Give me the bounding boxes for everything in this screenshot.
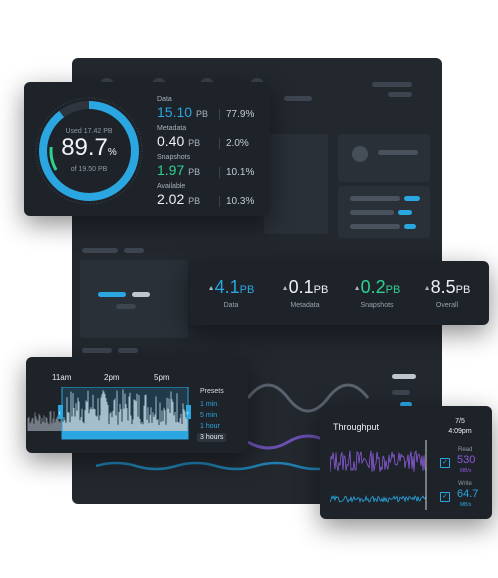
bg-placeholder-bar — [404, 196, 420, 201]
bg-placeholder-bar — [400, 402, 412, 407]
capacity-data: ▲4.1PB Data — [195, 277, 267, 309]
bg-placeholder-bar — [392, 374, 416, 379]
capacity-label: Data — [223, 302, 239, 309]
bg-placeholder-bar — [350, 224, 400, 229]
checkbox-checked-icon[interactable]: ✓ — [440, 492, 450, 502]
bg-placeholder-bar — [98, 292, 126, 297]
write-series — [330, 494, 427, 504]
donut-tick-ring — [35, 97, 143, 205]
bg-placeholder-bar — [132, 292, 150, 297]
legend-snapshots: Snapshots 1.97 PB 10.1% — [157, 154, 265, 178]
time-axis-label: 2pm — [104, 373, 120, 382]
snapshot-arc — [49, 111, 129, 191]
bg-placeholder-bar — [82, 348, 112, 353]
total-label: of 19.50 PB — [70, 166, 108, 173]
usage-donut-chart — [35, 97, 143, 205]
capacity-metadata: ▲0.1PB Metadata — [269, 277, 341, 309]
percent-sign: % — [107, 147, 117, 158]
read-label: Read — [458, 447, 473, 453]
legend-percent: 10.3% — [219, 196, 254, 207]
throughput-chart — [330, 440, 427, 510]
legend-data: Data 15.10 PB 77.9% — [157, 96, 265, 120]
selection-handle-left[interactable] — [58, 405, 63, 419]
time-axis-label: 11am — [52, 373, 72, 382]
bg-placeholder-bar — [372, 82, 412, 87]
bg-card — [264, 134, 328, 234]
timeline-card: 11am 2pm 5pm ‹ › Presets 1 min 5 min 1 h… — [26, 357, 248, 453]
arrow-up-icon: ▲ — [207, 284, 215, 292]
read-unit: MB/s — [460, 468, 472, 474]
timeline-chart: ‹ › — [27, 387, 191, 440]
presets-title: Presets — [200, 388, 224, 395]
bg-placeholder-bar — [350, 196, 400, 201]
legend-label: Snapshots — [157, 154, 191, 161]
preset-1-min[interactable]: 1 min — [200, 401, 218, 408]
preset-1-hour[interactable]: 1 hour — [200, 423, 220, 430]
bg-placeholder-bar — [398, 210, 412, 215]
chevron-right-icon: › — [187, 410, 190, 417]
bg-card — [338, 186, 430, 238]
legend-percent: 2.0% — [219, 138, 249, 149]
bg-card — [80, 260, 188, 338]
used-percent: 89.7% — [54, 135, 124, 166]
checkbox-checked-icon[interactable]: ✓ — [440, 458, 450, 468]
bg-placeholder-bar — [378, 150, 418, 155]
legend-percent: 77.9% — [219, 109, 254, 120]
capacity-label: Overall — [435, 302, 459, 309]
legend-label: Available — [157, 183, 186, 190]
capacity-label: Snapshots — [360, 302, 394, 309]
used-percent-value: 89.7 — [61, 134, 108, 161]
arrow-up-icon: ▲ — [281, 284, 289, 292]
legend-label: Data — [157, 96, 172, 103]
legend-value: 15.10 PB — [157, 104, 208, 120]
legend-label: Metadata — [157, 125, 187, 132]
time-axis-label: 5pm — [154, 373, 170, 382]
bg-placeholder-bar — [392, 390, 410, 395]
bg-placeholder-bar — [118, 348, 138, 353]
timeline-scrollbar[interactable] — [62, 431, 188, 439]
usage-arc — [39, 101, 139, 201]
bg-placeholder-bar — [350, 210, 394, 215]
legend-metadata: Metadata 0.40 PB 2.0% — [157, 125, 265, 149]
legend-value: 2.02 PB — [157, 191, 201, 207]
write-label: Write — [458, 481, 472, 487]
timeline-selection[interactable] — [61, 387, 189, 440]
read-series — [330, 450, 427, 473]
chevron-left-icon: ‹ — [59, 410, 62, 417]
bg-placeholder-bar — [82, 248, 118, 253]
capacity-snapshots: ▲0.2PB Snapshots — [341, 277, 413, 309]
throughput-title: Throughput — [333, 422, 380, 432]
bg-placeholder-bar — [124, 248, 144, 253]
bg-card — [338, 134, 430, 182]
throughput-date: 7/5 — [455, 418, 465, 425]
capacity-overall: ▲8.5PB Overall — [411, 277, 483, 309]
donut-center: Used 17.42 PB 89.7% of 19.50 PB — [54, 128, 124, 173]
legend-available: Available 2.02 PB 10.3% — [157, 183, 265, 207]
bg-placeholder-bar — [116, 304, 136, 309]
used-label: Used 17.42 PB — [65, 128, 113, 135]
selection-handle-right[interactable] — [186, 405, 191, 419]
throughput-card: Throughput 7/5 4:09pm ✓ Read 530 MB/s ✓ … — [320, 406, 492, 519]
legend-value: 1.97 PB — [157, 162, 201, 178]
bg-placeholder-bar — [404, 224, 416, 229]
capacity-summary-card: ▲4.1PB Data ▲0.1PB Metadata ▲0.2PB Snaps… — [189, 261, 489, 325]
write-unit: MB/s — [460, 502, 472, 508]
preset-5-min[interactable]: 5 min — [200, 412, 218, 419]
write-value: 64.7 — [457, 488, 479, 500]
legend-value: 0.40 PB — [157, 133, 201, 149]
bg-avatar — [352, 146, 368, 162]
storage-usage-card: Used 17.42 PB 89.7% of 19.50 PB Data 15.… — [24, 82, 270, 216]
preset-3-hours[interactable]: 3 hours — [197, 433, 227, 442]
legend-percent: 10.1% — [219, 167, 254, 178]
arrow-up-icon: ▲ — [423, 284, 431, 292]
bg-placeholder-bar — [388, 92, 412, 97]
bg-placeholder-bar — [284, 96, 312, 101]
capacity-label: Metadata — [290, 302, 320, 309]
arrow-up-icon: ▲ — [353, 284, 361, 292]
read-value: 530 — [457, 454, 476, 466]
throughput-time: 4:09pm — [448, 428, 472, 435]
